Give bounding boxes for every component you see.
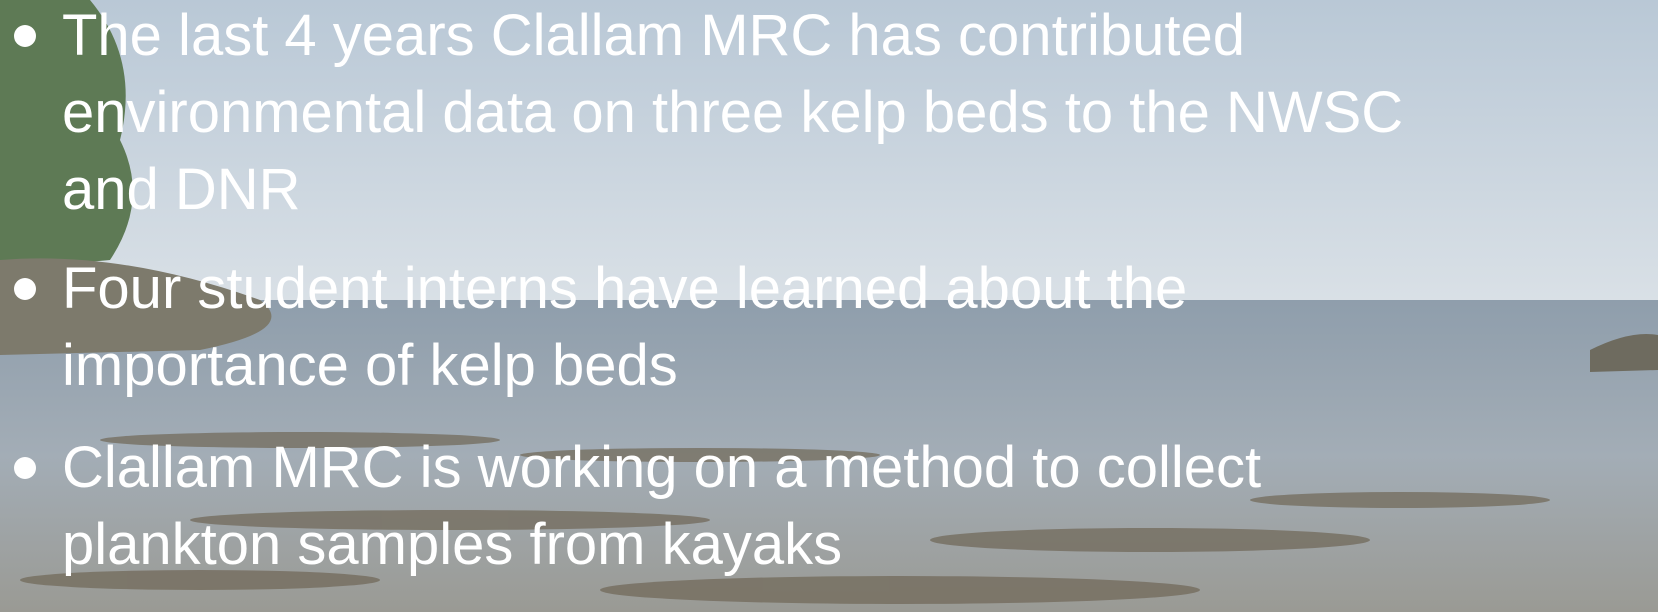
bullet-text: Four student interns have learned about …: [62, 250, 1187, 327]
bullet-dot: [14, 457, 36, 479]
bullet-text: Clallam MRC is working on a method to co…: [62, 429, 1261, 506]
bullet-text: and DNR: [62, 151, 301, 228]
bullet-dot: [14, 278, 36, 300]
bullet-text: plankton samples from kayaks: [62, 506, 842, 583]
bullet-dot: [14, 25, 36, 47]
bullet-text: importance of kelp beds: [62, 327, 678, 404]
bullet-text: environmental data on three kelp beds to…: [62, 74, 1403, 151]
bullet-text: The last 4 years Clallam MRC has contrib…: [62, 0, 1245, 74]
slide: The last 4 years Clallam MRC has contrib…: [0, 0, 1658, 612]
